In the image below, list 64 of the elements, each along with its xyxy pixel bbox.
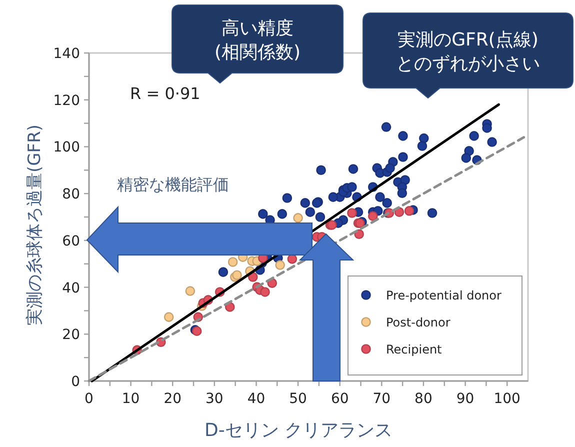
point — [185, 286, 196, 296]
y-tick-label: 120 — [53, 92, 80, 109]
legend-label: Pre-potential donor — [386, 288, 502, 302]
x-tick-label: 40 — [247, 391, 266, 407]
point — [385, 163, 395, 173]
annotation: 高い精度 (相関係数) — [214, 18, 301, 63]
point — [347, 208, 357, 218]
point — [260, 287, 270, 297]
y-tick-label: 80 — [62, 186, 80, 203]
point — [398, 131, 408, 141]
x-tick-label: 90 — [456, 391, 474, 407]
legend-label: Post-donor — [386, 316, 450, 330]
point — [328, 192, 338, 202]
x-tick-label: 0 — [84, 391, 94, 407]
point — [482, 123, 492, 133]
x-tick-label: 80 — [414, 391, 432, 407]
point — [218, 267, 228, 277]
point — [487, 137, 497, 147]
point — [347, 182, 357, 192]
point — [469, 131, 479, 141]
point — [368, 211, 378, 221]
x-tick-label: 20 — [164, 391, 182, 407]
point — [381, 122, 392, 132]
point — [417, 141, 428, 151]
x-tick-label: 70 — [372, 391, 391, 407]
point — [277, 209, 288, 219]
point — [404, 206, 414, 216]
y-tick-label: 60 — [62, 233, 80, 250]
y-tick-label: 140 — [53, 46, 80, 62]
y-tick-label: 0 — [71, 374, 80, 390]
point — [354, 229, 364, 240]
point — [315, 212, 326, 222]
point — [300, 198, 310, 208]
x-tick-label: 50 — [289, 391, 307, 407]
y-tick-label: 40 — [62, 280, 80, 296]
point — [461, 153, 472, 163]
point — [348, 164, 358, 174]
annotation: 精密な機能評価 — [117, 175, 229, 194]
point — [305, 207, 316, 217]
x-tick-label: 30 — [206, 391, 224, 407]
point — [282, 193, 292, 203]
x-axis-title: D-セリン クリアランス — [204, 420, 393, 441]
point — [275, 260, 285, 270]
annotation: R = 0·91 — [130, 84, 200, 103]
x-tick-label: 60 — [330, 391, 349, 407]
point — [427, 208, 438, 218]
y-tick-label: 100 — [53, 140, 80, 156]
point — [258, 209, 268, 219]
annotation: 実測のGFR(点線) とのずれが小さい — [396, 30, 540, 74]
point — [316, 165, 326, 176]
point — [382, 198, 392, 208]
y-tick-label: 20 — [62, 327, 80, 344]
y-axis-title: 実測の糸球体ろ過量(GFR) — [25, 124, 45, 326]
point — [164, 312, 174, 322]
x-tick-label: 100 — [494, 391, 520, 407]
point — [398, 152, 408, 162]
point — [287, 254, 298, 264]
point — [397, 188, 408, 198]
point — [228, 257, 238, 267]
point — [293, 213, 303, 223]
point — [418, 133, 429, 144]
x-tick-label: 10 — [122, 391, 140, 407]
legend-label: Recipient — [386, 342, 442, 356]
point — [375, 192, 385, 202]
